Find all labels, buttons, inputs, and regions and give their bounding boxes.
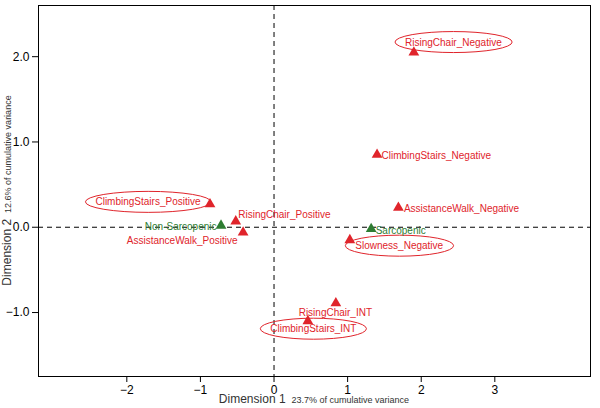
svg-text:2: 2 [418, 383, 425, 397]
svg-text:0.0: 0.0 [13, 220, 30, 234]
svg-text:ClimbingStairs_Positive: ClimbingStairs_Positive [95, 196, 200, 207]
svg-text:RisingChair_Negative: RisingChair_Negative [405, 37, 502, 48]
svg-text:−2: −2 [120, 383, 134, 397]
svg-text:AssistanceWalk_Negative: AssistanceWalk_Negative [404, 203, 520, 214]
svg-text:Sarcopenic: Sarcopenic [376, 225, 426, 236]
svg-text:Dimension 123.7% of cumulative: Dimension 123.7% of cumulative variance [219, 392, 409, 406]
svg-text:Slowness_Negative: Slowness_Negative [355, 240, 443, 251]
svg-text:2.0: 2.0 [13, 50, 30, 64]
svg-text:RisingChair_Positive: RisingChair_Positive [238, 209, 331, 220]
svg-text:−1.0: −1.0 [6, 305, 30, 319]
svg-text:ClimbingStairs_INT: ClimbingStairs_INT [270, 323, 356, 334]
svg-text:0: 0 [270, 383, 278, 397]
svg-text:1: 1 [344, 383, 351, 397]
svg-text:−1: −1 [194, 383, 208, 397]
svg-text:Non-Sarcopenic: Non-Sarcopenic [145, 221, 217, 232]
svg-text:3: 3 [491, 383, 498, 397]
svg-text:1.0: 1.0 [13, 135, 30, 149]
svg-text:ClimbingStairs_Negative: ClimbingStairs_Negative [382, 150, 492, 161]
svg-text:Dimension 212.6% of cumulative: Dimension 212.6% of cumulative variance [0, 95, 14, 285]
svg-text:RisingChair_INT: RisingChair_INT [299, 307, 372, 318]
svg-text:AssistanceWalk_Positive: AssistanceWalk_Positive [127, 235, 238, 246]
